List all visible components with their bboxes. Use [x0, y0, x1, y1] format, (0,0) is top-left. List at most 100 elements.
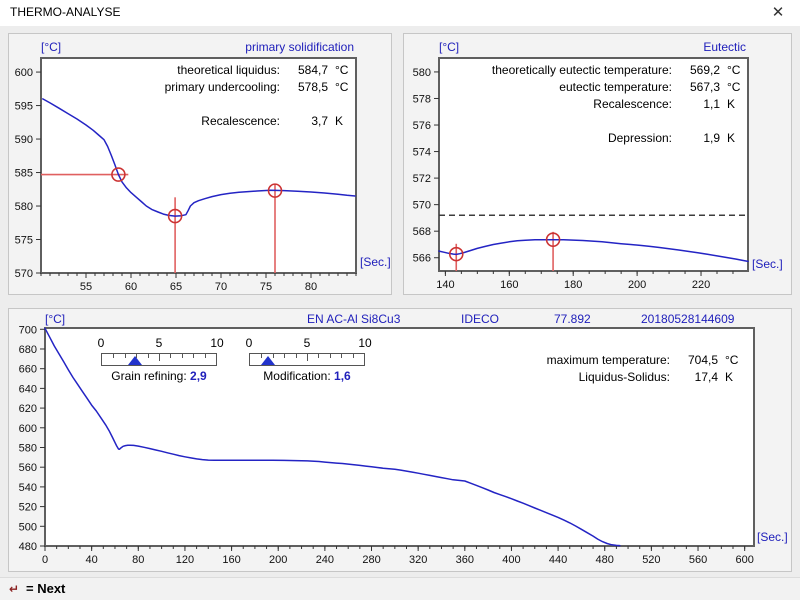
stats-cooling: maximum temperature: 704,5 °C Liquidus-S… [389, 353, 744, 387]
cooling-curve [44, 327, 621, 547]
y-tick-label: 575 [15, 235, 33, 247]
x-tick-label: 75 [260, 281, 272, 293]
y-tick-label: 620 [19, 403, 37, 415]
stat-unit: °C [727, 63, 741, 77]
gauge-pointer-icon [128, 356, 143, 365]
gauge-tick [352, 354, 354, 358]
x-unit-label: [Sec.] [752, 257, 783, 271]
stat-value: 584,7 [297, 63, 328, 77]
x-tick-label: 200 [628, 279, 646, 291]
gauge-bar [249, 353, 365, 366]
x-tick-label: 160 [500, 279, 518, 291]
gauge-tick [136, 354, 138, 358]
y-tick-label: 580 [19, 442, 37, 454]
marker-circle [111, 167, 126, 182]
gauge-tick [193, 354, 195, 358]
stat-label: eutectic temperature: [559, 80, 672, 94]
x-tick-label: 280 [362, 554, 380, 566]
x-tick-label: 520 [642, 554, 660, 566]
gauge-tick [124, 354, 126, 358]
plot-area [438, 57, 749, 272]
gauge-tick [318, 354, 320, 358]
stat-value: 1,9 [703, 131, 720, 145]
gauge-tick [147, 354, 149, 358]
y-tick-label: 595 [15, 101, 33, 113]
plot-area [40, 57, 357, 274]
marker-circle [448, 246, 464, 262]
gauge-grain-refining: 0 5 10 Grain refining: 2,9 [97, 336, 224, 383]
stat-unit: K [727, 97, 736, 111]
title-brand: IDECO [461, 312, 500, 326]
stat-value: 1,1 [703, 97, 720, 111]
y-tick-label: 572 [413, 173, 431, 185]
x-tick-label: 480 [596, 554, 614, 566]
stat-value: 569,2 [689, 63, 720, 77]
y-unit-label: [°C] [41, 40, 62, 54]
gauge-tick [284, 354, 286, 358]
y-tick-label: 540 [19, 482, 37, 494]
stats-eutectic: theoretically eutectic temperature: 569,… [449, 63, 746, 148]
stat-unit: °C [727, 80, 741, 94]
status-bar: ↵ = Next [0, 577, 800, 600]
stat-unit: °C [335, 80, 349, 94]
stat-label: theoretical liquidus: [177, 63, 280, 77]
x-tick-label: 360 [456, 554, 474, 566]
gauge-value: 2,9 [190, 369, 207, 383]
gauge-label: Grain refining: [111, 369, 187, 383]
x-tick-label: 120 [176, 554, 194, 566]
x-tick-label: 240 [316, 554, 334, 566]
gauge-tick [113, 354, 115, 358]
gauge-scale-0: 0 [97, 336, 105, 350]
x-tick-label: 320 [409, 554, 427, 566]
gauge-scale-10: 10 [358, 336, 372, 350]
cooling-curve [438, 238, 749, 263]
y-tick-label: 590 [15, 134, 33, 146]
marker-circle [545, 232, 561, 247]
y-tick-label: 480 [19, 541, 37, 553]
stat-label: theoretically eutectic temperature: [491, 63, 672, 77]
title-timestamp: 20180528144609 [641, 312, 735, 326]
title-sample-number: 77.892 [554, 312, 591, 326]
y-unit-label: [°C] [439, 40, 460, 54]
y-tick-label: 576 [413, 120, 431, 132]
close-icon[interactable]: ✕ [771, 4, 785, 21]
x-tick-label: 80 [132, 554, 144, 566]
panel-eutectic: [°C] Eutectic 580 578 576 574 572 570 568 566 14… [403, 33, 792, 295]
chart-title-eutectic: Eutectic [703, 40, 746, 54]
gauge-tick [341, 354, 343, 358]
panel-primary-solidification: [°C] primary solidification 600 595 590 585… [8, 33, 392, 295]
y-tick-label: 568 [413, 226, 431, 238]
title-alloy: EN AC-Al Si8Cu3 [307, 312, 401, 326]
gauge-caption: Modification: 1,6 [249, 369, 365, 383]
eutectic-chart: 580 578 576 574 572 570 568 566 140 160 180 200 220 [413, 57, 749, 291]
stat-value: 578,5 [297, 80, 328, 94]
x-tick-label: 560 [689, 554, 707, 566]
stat-unit: K [725, 370, 734, 384]
x-tick-label: 140 [436, 279, 454, 291]
gauge-scale-numbers: 0 5 10 [97, 336, 224, 351]
gauge-modification: 0 5 10 Modification: 1,6 [245, 336, 372, 383]
x-tick-label: 400 [502, 554, 520, 566]
y-tick-label: 580 [15, 201, 33, 213]
y-tick-label: 640 [19, 383, 37, 395]
gauge-scale-5: 5 [303, 336, 311, 350]
y-tick-label: 570 [15, 268, 33, 280]
y-unit-label: [°C] [45, 312, 66, 326]
enter-key-icon: ↵ [9, 582, 20, 596]
y-tick-label: 570 [413, 200, 431, 212]
stat-value: 567,3 [689, 80, 720, 94]
y-tick-label: 600 [19, 423, 37, 435]
stat-label: Depression: [607, 131, 672, 145]
x-tick-label: 55 [80, 281, 92, 293]
x-tick-label: 65 [170, 281, 182, 293]
stat-unit: °C [725, 353, 739, 367]
window-title: THERMO-ANALYSE [10, 5, 121, 19]
gauge-tick [170, 354, 172, 358]
x-tick-label: 200 [269, 554, 287, 566]
x-tick-label: 70 [215, 281, 227, 293]
gauge-scale-0: 0 [245, 336, 253, 350]
stat-unit: K [335, 114, 344, 128]
stats-primary: theoretical liquidus: 584,7 °C primary u… [69, 63, 354, 131]
gauge-bar [101, 353, 217, 366]
